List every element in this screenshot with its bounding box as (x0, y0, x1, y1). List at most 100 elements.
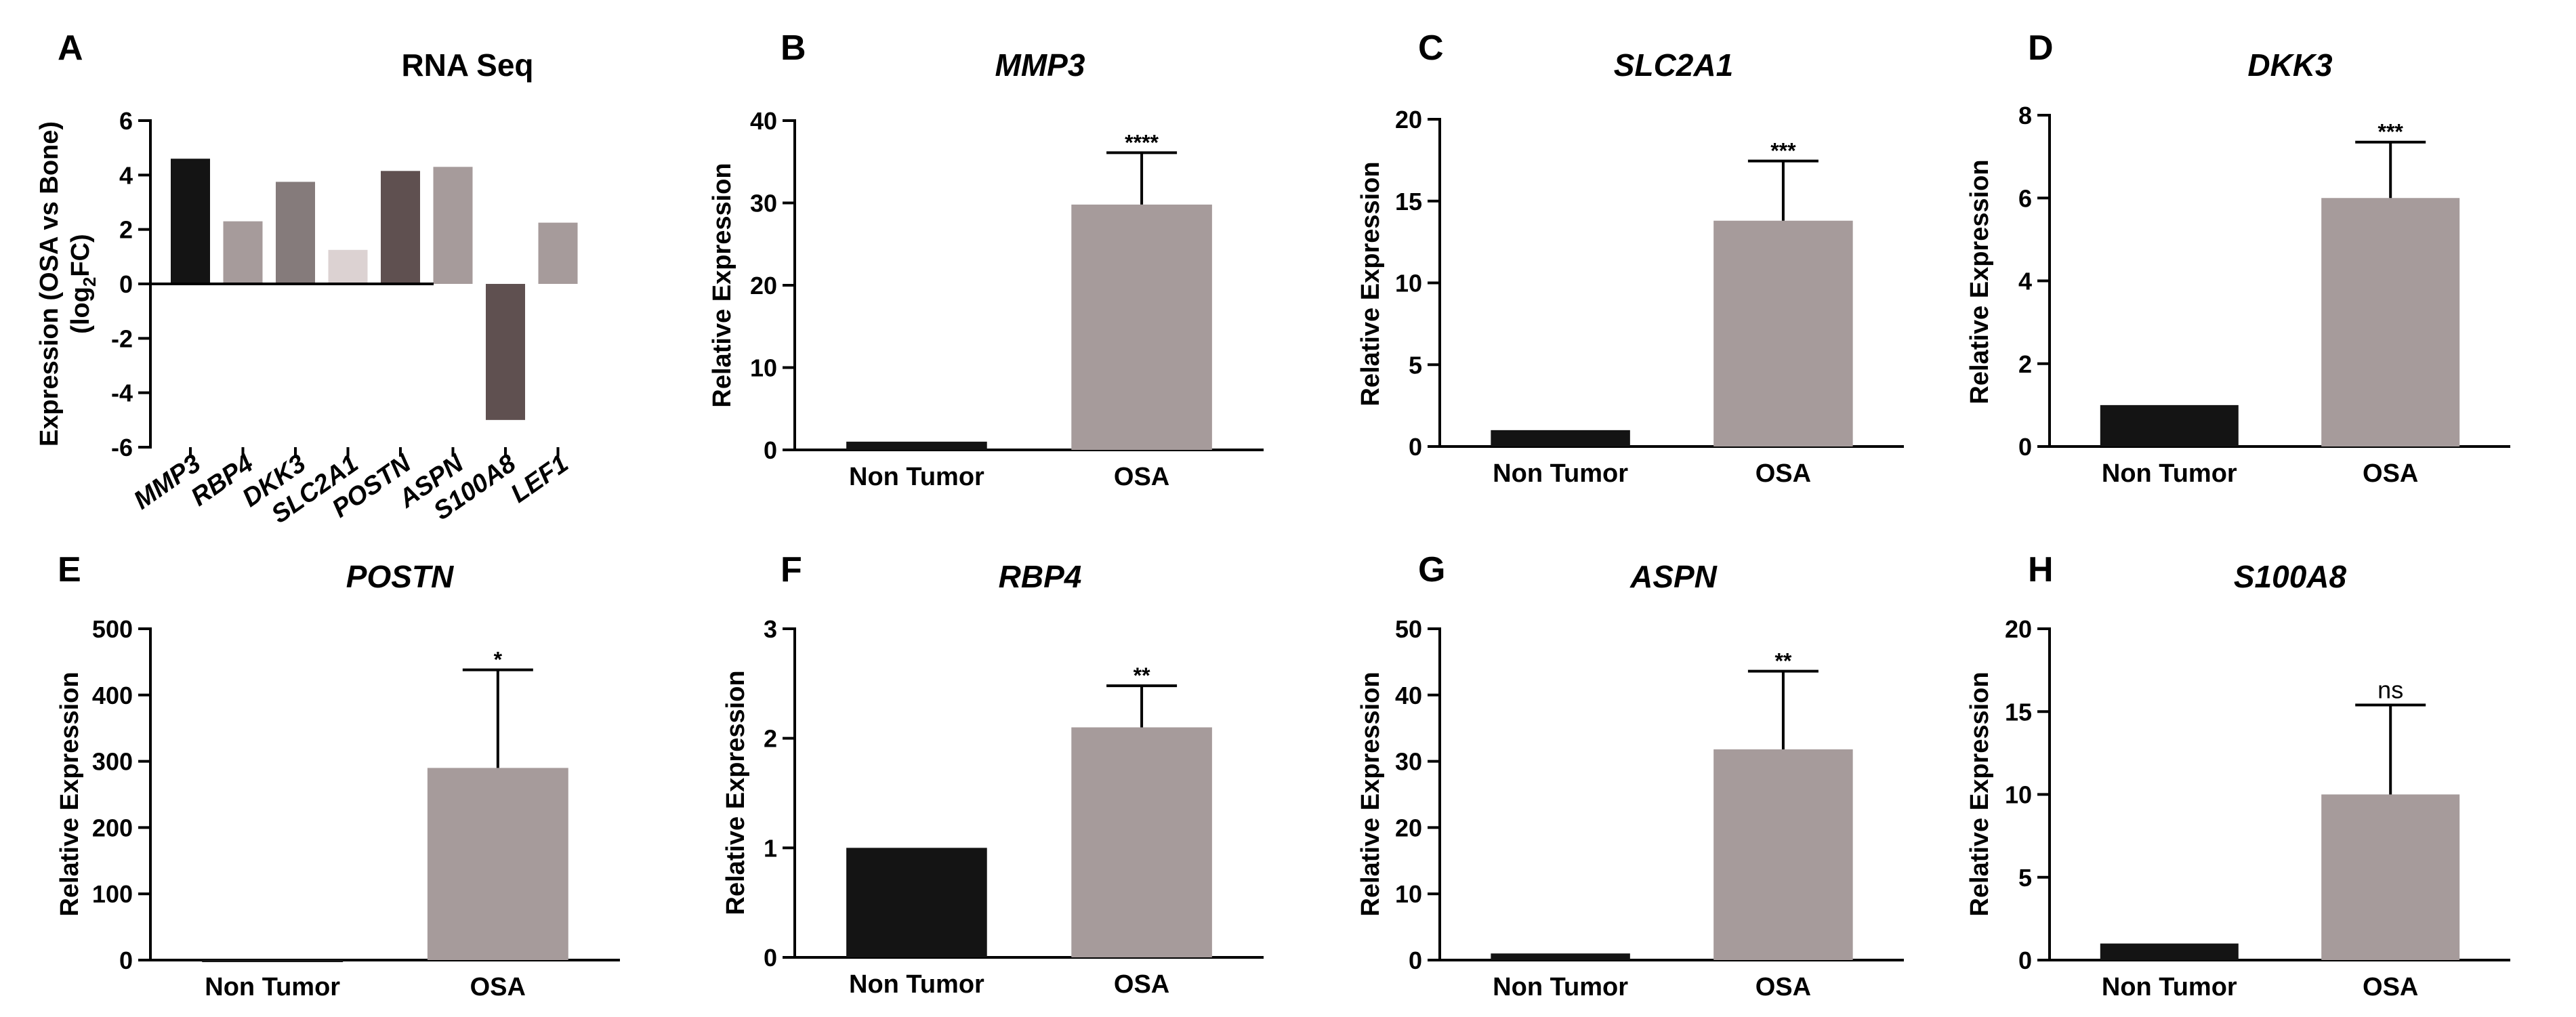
y-tick-label: 200 (92, 814, 133, 842)
bar-osa (1071, 204, 1212, 450)
x-category-label: OSA (1114, 463, 1169, 491)
y-tick-label: 2 (119, 216, 133, 244)
y-tick-label: 6 (119, 107, 133, 135)
y-tick-label: 0 (1409, 947, 1422, 974)
bar-s100a8 (486, 284, 525, 420)
y-axis-title: Relative Expression (1966, 159, 1994, 404)
panel-c: C SLC2A1 Relative Expression 0 5 10 15 20 Non Tu… (1356, 28, 1904, 488)
y-tick-label: 20 (750, 272, 777, 299)
bar-non-tumor (2100, 404, 2239, 447)
bar-slc2a1 (328, 249, 368, 284)
panel-d: D DKK3 Relative Expression 0 2 4 6 8 Non Tumor OS… (1966, 28, 2510, 488)
panel-b: B MMP3 Relative Expression 0 10 20 30 40 Non Tum… (708, 28, 1264, 491)
significance-label: *** (2378, 120, 2404, 144)
y-tick-label: 0 (119, 270, 133, 298)
panel-h: H S100A8 Relative Expression 0 5 10 15 20 Non Tu… (1966, 550, 2510, 1001)
significance-label: **** (1125, 130, 1159, 154)
panel-g: G ASPN Relative Expression 0 10 20 30 40 50 Non T… (1356, 550, 1904, 1001)
chart-title: DKK3 (2247, 47, 2333, 83)
panel-letter: F (781, 550, 802, 589)
y-tick-label: 10 (1395, 880, 1422, 908)
y-tick-label: 0 (764, 436, 777, 464)
x-category-label: OSA (1114, 970, 1169, 999)
y-axis-title: Relative Expression (1966, 671, 1994, 916)
panel-letter: D (2028, 28, 2054, 68)
y-tick-label: 5 (2018, 864, 2032, 892)
y-tick-label: 0 (764, 944, 777, 972)
y-axis-title-line1: Expression (OSA vs Bone) (35, 121, 64, 447)
y-tick-label: 50 (1395, 615, 1422, 643)
y-tick-label: 400 (92, 682, 133, 709)
y-tick-label: 40 (750, 107, 777, 135)
y-tick-label: 3 (764, 615, 777, 643)
bar-lef1 (538, 222, 578, 284)
y-tick-label: 0 (1409, 433, 1422, 461)
bar-osa (2321, 198, 2460, 447)
y-tick-label: 0 (2018, 947, 2032, 974)
chart-title: S100A8 (2234, 559, 2347, 594)
y-tick-label: 20 (1395, 106, 1422, 133)
chart-title: RBP4 (999, 559, 1082, 594)
y-tick-label: 4 (2018, 268, 2032, 295)
bar-aspn (433, 167, 473, 284)
y-tick-label: 8 (2018, 102, 2032, 129)
x-category-label: Non Tumor (1493, 459, 1628, 488)
y-tick-label: 2 (2018, 350, 2032, 378)
panel-letter: B (781, 28, 806, 68)
y-tick-label: 10 (2005, 781, 2032, 809)
x-category-label: OSA (470, 973, 526, 1001)
y-tick-label: 20 (2005, 615, 2032, 643)
x-category-label: LEF1 (505, 449, 573, 509)
y-tick-label: 100 (92, 880, 133, 908)
panel-letter: H (2028, 550, 2054, 589)
y-tick-label: -2 (111, 325, 133, 352)
x-category-label: Non Tumor (849, 463, 984, 491)
y-axis-title: Expression (OSA vs Bone) (log2FC) (35, 121, 100, 447)
significance-label: *** (1770, 139, 1796, 163)
y-tick-label: 0 (119, 947, 133, 974)
x-category-label: Non Tumor (2102, 973, 2237, 1001)
bar-osa (2321, 794, 2460, 960)
x-category-label: Non Tumor (205, 973, 340, 1001)
bar-osa (1071, 727, 1212, 957)
y-axis-title: Relative Expression (1356, 161, 1385, 406)
y-axis-title-line2-end: FC) (66, 234, 95, 276)
x-category-label: OSA (2363, 459, 2418, 488)
bar-mmp3 (171, 159, 210, 284)
bar-non-tumor (2100, 943, 2239, 960)
x-category-label: Non Tumor (2102, 459, 2237, 488)
bar-postn (381, 171, 420, 284)
significance-label: * (494, 648, 503, 672)
bar-non-tumor (846, 848, 987, 957)
y-tick-label: 0 (2018, 433, 2032, 461)
panel-e: E POSTN Relative Expression 0 100 200 300 400 50… (56, 550, 620, 1001)
x-category-label: OSA (1756, 973, 1811, 1001)
chart-title: RNA Seq (401, 47, 533, 83)
y-tick-label: 4 (119, 161, 133, 189)
y-tick-label: -4 (111, 379, 133, 407)
panel-letter: E (58, 550, 81, 589)
y-axis-title: Relative Expression (708, 163, 736, 407)
y-tick-label: -6 (111, 434, 133, 461)
y-tick-label: 30 (1395, 748, 1422, 776)
y-tick-label: 300 (92, 748, 133, 776)
significance-label: ** (1774, 649, 1791, 673)
y-tick-label: 1 (764, 834, 777, 862)
y-axis-title-line2: (log (66, 287, 95, 334)
x-category-label: OSA (2363, 973, 2418, 1001)
bar-osa (427, 768, 568, 960)
panel-letter: G (1418, 550, 1445, 589)
bar-non-tumor (846, 441, 987, 450)
y-axis-title-subscript: 2 (79, 277, 100, 287)
chart-title: ASPN (1629, 559, 1718, 594)
bar-non-tumor (202, 959, 344, 963)
bar-osa (1713, 749, 1853, 960)
chart-title: SLC2A1 (1614, 47, 1733, 83)
y-tick-label: 15 (2005, 698, 2032, 726)
bar-non-tumor (1491, 430, 1630, 447)
x-category-label: Non Tumor (849, 970, 984, 999)
y-axis-title: Relative Expression (1356, 671, 1385, 916)
panel-f: F RBP4 Relative Expression 0 1 2 3 Non Tumor OSA… (722, 550, 1264, 999)
y-tick-label: 30 (750, 190, 777, 217)
